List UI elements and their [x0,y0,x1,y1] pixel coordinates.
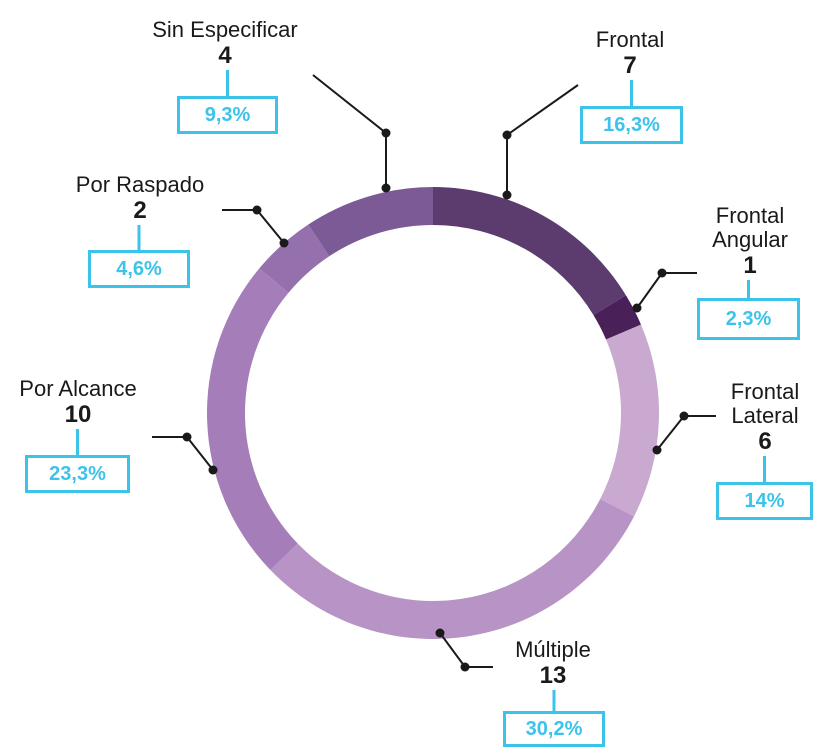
leader-dot [252,205,262,215]
leader-dot [502,130,512,140]
slice-label: Sin Especificar 4 [130,18,320,70]
leader-dot [182,432,192,442]
percentage-label: 2,3% [697,298,800,340]
leader-line [506,84,579,195]
slice-label: Frontal 7 [570,28,690,80]
count-label: 10 [64,401,92,428]
slice [259,224,330,293]
category-name: Por Raspado [75,172,205,197]
slice-label: Por Alcance 10 [0,377,158,429]
category-name: Múltiple [515,637,591,662]
count-label: 7 [623,52,637,79]
leader-dot [381,183,391,193]
count-label: 2 [133,197,147,224]
percentage-label: 30,2% [503,711,605,747]
category-name: Sin Especificar [152,17,298,42]
slice-label: Frontal Angular 1 [700,204,800,280]
slice-label: Frontal Lateral 6 [715,380,814,456]
leader-dot [435,628,445,638]
category-name: Frontal [595,27,665,52]
leader-dot [208,465,218,475]
leader-dot [652,445,662,455]
leader-line [656,415,716,451]
category-name: Frontal Lateral [730,379,800,428]
category-name: Frontal Angular [712,203,788,252]
slice [433,187,626,316]
leader-dot [381,128,391,138]
percentage-label: 16,3% [580,106,683,144]
count-label: 4 [218,42,232,69]
leader-dot [279,238,289,248]
percentage-label: 9,3% [177,96,278,134]
slice [308,187,433,257]
count-label: 1 [743,252,757,279]
percentage-label: 4,6% [88,250,190,288]
slice [593,295,641,340]
leader-dot [632,303,642,313]
leader-line [636,272,697,309]
slice-label: Múltiple 13 [483,638,623,690]
leader-dot [679,411,689,421]
leader-line [152,436,214,471]
leader-dot [502,190,512,200]
leader-line [222,209,285,244]
slice [206,268,298,570]
percentage-label: 23,3% [25,455,130,493]
slice [270,498,634,639]
percentage-label: 14% [716,482,813,520]
leader-dot [657,268,667,278]
count-label: 13 [539,662,567,689]
count-label: 6 [758,428,772,455]
slice-label: Por Raspado 2 [50,173,230,225]
category-name: Por Alcance [19,376,137,401]
leader-dot [460,662,470,672]
leader-line [312,74,387,188]
slice [600,324,659,517]
